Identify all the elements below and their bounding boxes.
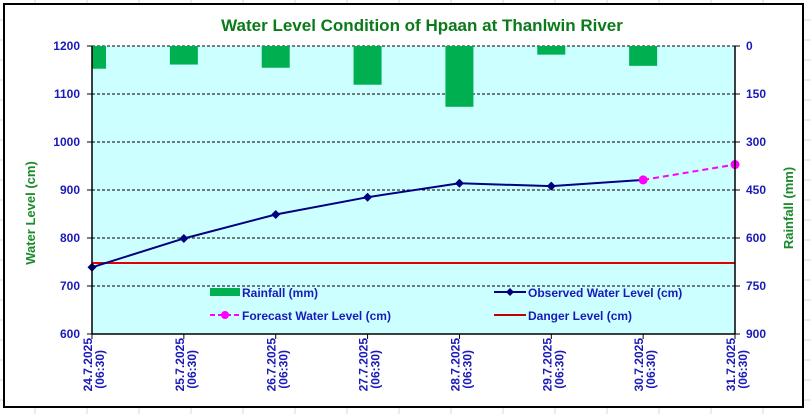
forecast-point bbox=[638, 175, 648, 185]
x-tick-label: 30.7.2025(06:30) bbox=[632, 338, 658, 392]
water-level-lines bbox=[87, 160, 740, 272]
x-tick-label: 24.7.2025(06:30) bbox=[81, 338, 107, 392]
observed-point bbox=[271, 209, 281, 219]
y2-tick-label: 450 bbox=[746, 183, 766, 197]
y-tick-label: 800 bbox=[60, 231, 80, 245]
x-axis-ticks: 24.7.2025(06:30) 25.7.2025(06:30) 26.7.202… bbox=[81, 334, 750, 391]
observed-point bbox=[363, 192, 373, 202]
x-tick-time: (06:30) bbox=[644, 350, 658, 389]
rainfall-bar bbox=[629, 46, 658, 66]
y2-tick-label: 0 bbox=[746, 39, 753, 53]
legend: Rainfall (mm) Observed Water Level (cm) … bbox=[210, 286, 682, 323]
x-tick-date: 26.7.2025 bbox=[265, 338, 279, 392]
rainfall-bar bbox=[261, 46, 290, 68]
forecast-water-level-line bbox=[642, 163, 736, 181]
observed-point bbox=[179, 233, 189, 243]
rainfall-bar bbox=[92, 46, 106, 69]
legend-danger-label: Danger Level (cm) bbox=[528, 309, 632, 323]
legend-rainfall-label: Rainfall (mm) bbox=[242, 286, 318, 300]
x-tick-date: 28.7.2025 bbox=[448, 338, 462, 392]
x-tick-time: (06:30) bbox=[277, 350, 291, 389]
y-tick-label: 700 bbox=[60, 279, 80, 293]
legend-rainfall-swatch bbox=[210, 288, 240, 296]
y-tick-label: 1000 bbox=[53, 135, 80, 149]
chart-title: Water Level Condition of Hpaan at Thanlw… bbox=[221, 16, 623, 35]
rainfall-bar bbox=[445, 46, 474, 107]
x-tick-date: 30.7.2025 bbox=[632, 338, 646, 392]
x-tick-date: 24.7.2025 bbox=[81, 338, 95, 392]
y-tick-label: 1200 bbox=[53, 39, 80, 53]
left-axis-ticks: 600 700 800 900 1000 1100 1200 bbox=[53, 39, 92, 341]
y2-tick-label: 750 bbox=[746, 279, 766, 293]
x-tick-time: (06:30) bbox=[185, 350, 199, 389]
y-tick-label: 1100 bbox=[54, 87, 80, 101]
x-tick-date: 31.7.2025 bbox=[724, 338, 738, 392]
right-axis-ticks: 0 150 300 450 600 750 900 bbox=[735, 39, 766, 341]
y2-axis-title: Rainfall (mm) bbox=[781, 167, 796, 249]
x-tick-date: 29.7.2025 bbox=[540, 338, 554, 392]
y2-tick-label: 150 bbox=[746, 87, 766, 101]
legend-forecast-label: Forecast Water Level (cm) bbox=[242, 309, 391, 323]
x-tick-label: 25.7.2025(06:30) bbox=[173, 338, 199, 392]
rainfall-bar bbox=[537, 46, 566, 55]
y2-tick-label: 300 bbox=[746, 135, 766, 149]
x-tick-label: 28.7.2025(06:30) bbox=[448, 338, 474, 392]
x-tick-label: 26.7.2025(06:30) bbox=[265, 338, 291, 392]
y-tick-label: 600 bbox=[60, 327, 80, 341]
legend-observed-marker bbox=[506, 288, 514, 296]
x-tick-date: 27.7.2025 bbox=[357, 338, 371, 392]
y2-tick-label: 900 bbox=[746, 327, 766, 341]
y-axis-title: Water Level (cm) bbox=[23, 161, 38, 265]
x-tick-label: 31.7.2025(06:30) bbox=[724, 338, 750, 392]
x-tick-time: (06:30) bbox=[369, 350, 383, 389]
rainfall-bar bbox=[169, 46, 198, 65]
rainfall-bar bbox=[353, 46, 382, 85]
rainfall-bars bbox=[92, 46, 658, 107]
x-tick-time: (06:30) bbox=[552, 350, 566, 389]
x-tick-time: (06:30) bbox=[736, 350, 750, 389]
observed-point bbox=[454, 178, 464, 188]
x-tick-time: (06:30) bbox=[460, 350, 474, 389]
legend-forecast-marker bbox=[221, 311, 229, 319]
x-tick-time: (06:30) bbox=[93, 350, 107, 389]
y2-tick-label: 600 bbox=[746, 231, 766, 245]
legend-observed-label: Observed Water Level (cm) bbox=[528, 286, 682, 300]
y-tick-label: 900 bbox=[60, 183, 80, 197]
observed-point bbox=[546, 181, 556, 191]
x-tick-label: 29.7.2025(06:30) bbox=[540, 338, 566, 392]
x-tick-date: 25.7.2025 bbox=[173, 338, 187, 392]
x-tick-label: 27.7.2025(06:30) bbox=[357, 338, 383, 392]
